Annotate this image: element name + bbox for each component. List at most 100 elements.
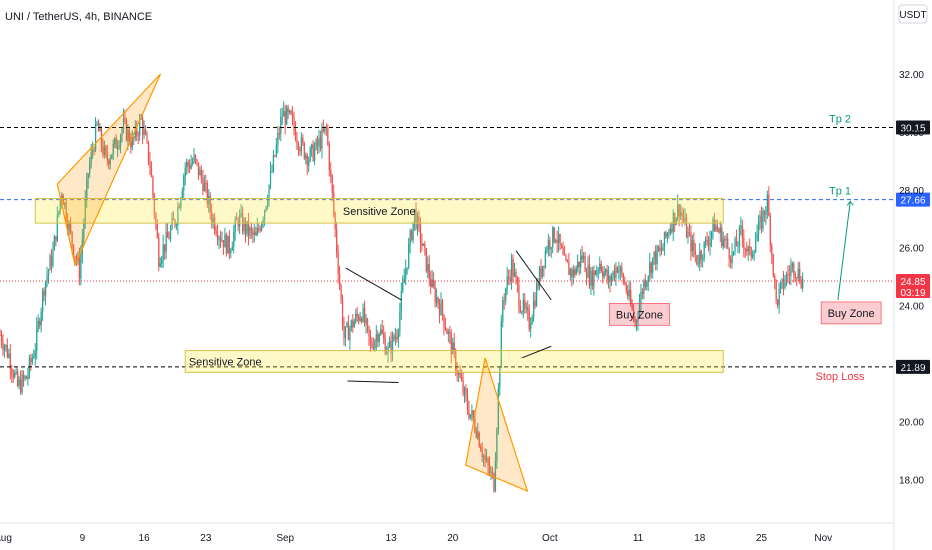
pattern-line [515,250,552,301]
candle-body [152,176,154,196]
candle-body [316,139,319,147]
candle-body [743,238,745,249]
candle-body [53,236,56,251]
candle-body [396,336,398,340]
candle-body [408,244,410,268]
candle-body [596,270,598,275]
candle-body [390,340,392,354]
currency-badge[interactable] [898,4,928,24]
candle-body [634,318,636,323]
candle-body [174,219,176,225]
candle-body [724,239,726,241]
candle-body [381,329,383,334]
candle-body [227,235,229,254]
candle-body [800,281,802,288]
candle-body [669,228,672,234]
candle-body [5,344,7,347]
candle-body [9,353,11,370]
candle-body [558,233,560,244]
candle-body [106,154,109,161]
candle-body [734,238,736,252]
candle-body [762,210,764,229]
candle-body [402,283,404,292]
candle-body [299,149,301,152]
candle-body [443,314,445,328]
candle-body [537,283,539,288]
rising-wedge-pattern [56,73,162,268]
buy-zone-label: Buy Zone [828,308,875,320]
candle-body [735,238,738,247]
candle-body [94,123,97,151]
candle-body [155,213,157,225]
price-tag[interactable] [896,192,930,207]
candle-body [628,289,630,297]
candle-body [158,237,160,267]
candle-body [371,342,373,347]
candle-body [533,300,535,318]
price-tag[interactable] [896,359,930,374]
candle-body [630,289,632,304]
candle-body [618,270,620,273]
candle-body [406,267,408,269]
candle-body [760,215,763,229]
candle-body [763,210,766,215]
candle-body [697,263,699,265]
candle-body [779,283,782,290]
time-axis[interactable]: Aug 9 16 23 Sep 13 20 Oct 11 18 25 Nov [0,533,832,544]
candle-body [233,231,235,247]
candle-body [544,250,547,267]
candle-body [590,270,592,286]
candle-body [721,227,723,247]
candle-body [338,274,341,286]
x-tick-label: 23 [200,533,212,544]
candle-body [347,323,350,341]
candle-body [268,185,270,201]
candle-body [675,217,677,225]
candle-body [550,247,552,249]
candle-body [159,263,161,267]
candle-body [788,274,791,276]
candle-body [250,227,253,231]
price-tag[interactable] [896,274,930,299]
candle-body [603,272,605,277]
candle-body [283,111,285,117]
candle-body [418,215,420,224]
y-tick-label: 26.00 [899,244,924,255]
candle-body [234,219,236,232]
candle-body [87,173,89,179]
candle-body [447,331,450,334]
candle-body [478,432,480,447]
candle-body [363,307,366,324]
candle-body [127,130,129,141]
candle-body [693,240,695,251]
candle-body [463,388,466,394]
candle-body [578,261,580,268]
candle-body [65,202,67,221]
countdown-label: 03:19 [900,288,925,299]
price-tag[interactable] [896,120,930,135]
candle-body [680,212,682,217]
candle-body [453,342,455,351]
candle-body [31,357,34,363]
candle-body [643,280,645,294]
candle-body [343,326,345,339]
candle-body [280,117,282,134]
candle-body [416,215,419,229]
candle-body [47,270,50,276]
candle-body [211,211,213,223]
candle-body [340,285,342,300]
candle-body [374,340,376,349]
candle-body [284,111,286,125]
x-tick-label: 9 [80,533,86,544]
candle-body [477,432,479,438]
candle-body [668,233,670,235]
candle-body [372,346,375,349]
candle-body [753,252,755,255]
candle-body [255,232,257,236]
candle-body [400,291,403,311]
candle-body [34,350,36,357]
candle-body [191,161,194,164]
candle-body [725,238,727,241]
